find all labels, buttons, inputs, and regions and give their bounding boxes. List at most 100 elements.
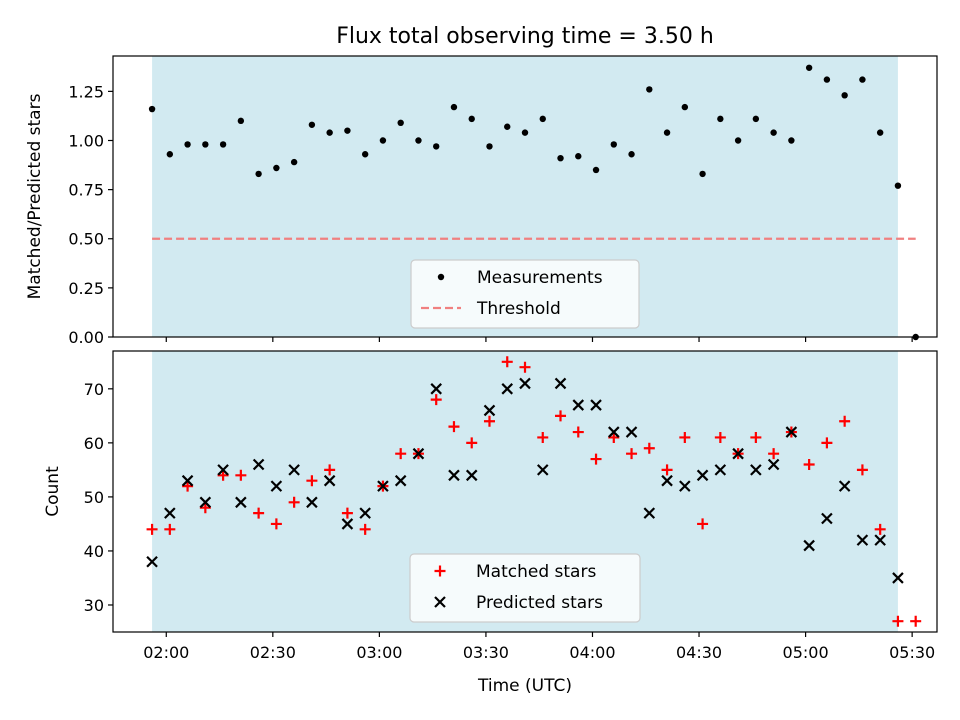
data-point — [501, 383, 514, 395]
data-point — [697, 518, 709, 530]
legend: Matched stars Predicted stars — [409, 553, 641, 623]
data-point — [326, 129, 333, 136]
data-point — [181, 474, 194, 487]
y-tick-label: 0.25 — [68, 279, 104, 298]
data-point — [483, 404, 496, 417]
data-point — [288, 464, 300, 476]
data-point — [841, 92, 848, 99]
data-point — [217, 464, 229, 476]
data-point — [270, 518, 282, 530]
data-point — [430, 394, 442, 406]
legend: Measurements Threshold — [410, 259, 640, 329]
data-point — [288, 496, 300, 508]
data-point — [714, 431, 726, 443]
y-tick-label: 1.00 — [68, 131, 104, 150]
series-measurements — [148, 64, 919, 341]
data-point — [344, 127, 351, 134]
data-point — [750, 464, 762, 476]
x-tick-label: 02:30 — [250, 643, 296, 662]
data-point — [148, 105, 156, 113]
data-point — [643, 442, 655, 454]
data-point — [184, 141, 191, 148]
legend-label: Threshold — [476, 299, 561, 319]
data-point — [199, 502, 211, 514]
data-point — [219, 141, 227, 148]
data-point — [768, 448, 780, 460]
data-point — [308, 121, 316, 128]
data-point — [557, 154, 564, 162]
data-point — [537, 431, 549, 443]
data-point — [734, 137, 742, 144]
data-point — [521, 129, 529, 136]
y-tick-label: 1.25 — [68, 82, 104, 101]
data-point — [646, 86, 653, 93]
data-point — [803, 458, 815, 470]
data-point — [554, 377, 567, 390]
x-tick-label: 05:00 — [783, 643, 829, 662]
data-point — [555, 410, 567, 422]
legend-box — [410, 259, 640, 329]
x-tick-label: 04:00 — [569, 643, 615, 662]
data-point — [412, 447, 425, 460]
x-tick-label: 03:30 — [463, 643, 509, 662]
data-point — [859, 76, 866, 83]
data-point — [504, 123, 511, 130]
data-point — [448, 421, 460, 433]
data-point — [608, 426, 620, 438]
data-point — [679, 480, 691, 492]
data-point — [306, 496, 318, 509]
data-point — [823, 76, 831, 83]
series-matched-stars — [146, 356, 922, 627]
data-point — [501, 356, 513, 368]
data-point — [788, 137, 795, 144]
x-tick-label: 02:00 — [143, 643, 189, 662]
legend-box — [409, 553, 641, 623]
y-tick-label: 50 — [84, 488, 104, 507]
data-point — [415, 137, 422, 144]
bottom-plot: 30 40 50 60 70 02:00 02:30 03:00 03:30 04:00 04:30… — [43, 350, 938, 662]
data-point — [290, 158, 298, 166]
data-point — [590, 399, 602, 411]
data-point — [146, 555, 158, 568]
data-point — [379, 137, 387, 144]
data-point — [661, 474, 673, 487]
data-point — [821, 437, 833, 449]
data-point — [519, 377, 531, 390]
data-point — [341, 518, 354, 530]
data-point — [856, 464, 868, 476]
data-point — [164, 523, 176, 535]
data-point — [839, 415, 851, 427]
data-point — [519, 361, 531, 373]
x-tick-label: 03:00 — [356, 643, 402, 662]
data-point — [714, 464, 727, 476]
data-point — [696, 469, 709, 482]
data-point — [643, 507, 656, 519]
data-point — [874, 534, 886, 546]
y-tick-label: 30 — [84, 596, 104, 615]
data-point — [894, 182, 902, 189]
data-point — [785, 426, 798, 438]
x-tick-label: 04:30 — [676, 643, 722, 662]
data-point — [572, 399, 585, 411]
y-axis-label: Matched/Predicted stars — [25, 93, 45, 299]
data-point — [361, 151, 369, 158]
data-point — [237, 117, 245, 125]
chart-title: Flux total observing time = 3.50 h — [336, 24, 714, 49]
x-axis-label: Time (UTC) — [477, 676, 572, 696]
y-tick-label: 0.75 — [68, 181, 104, 200]
data-point — [430, 383, 442, 395]
data-point — [856, 534, 869, 546]
data-point — [146, 523, 158, 535]
data-point — [182, 480, 194, 492]
y-axis-label: Count — [43, 466, 63, 517]
legend-label: Measurements — [477, 268, 603, 288]
data-point — [821, 512, 833, 525]
data-point — [468, 115, 475, 123]
data-point — [253, 507, 265, 519]
data-point — [397, 119, 404, 127]
data-point — [803, 539, 815, 552]
y-tick-label: 70 — [84, 380, 104, 399]
data-point — [626, 448, 638, 460]
data-point — [450, 103, 458, 111]
